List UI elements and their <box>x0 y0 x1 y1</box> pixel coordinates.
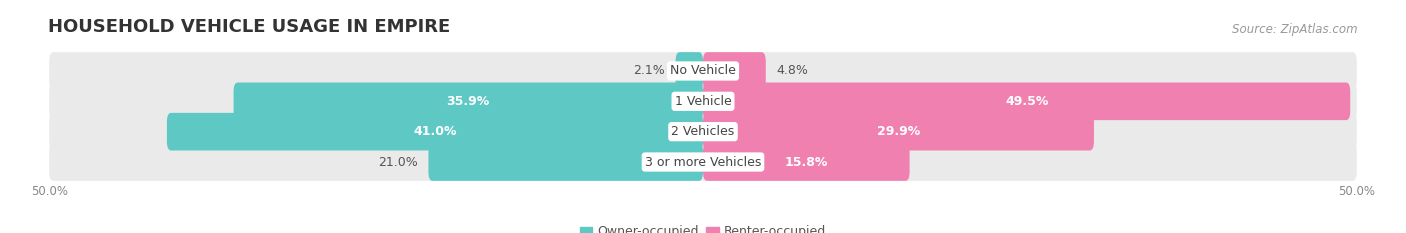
FancyBboxPatch shape <box>49 143 1357 181</box>
FancyBboxPatch shape <box>675 52 703 90</box>
FancyBboxPatch shape <box>703 52 766 90</box>
Text: 4.8%: 4.8% <box>776 65 808 78</box>
Legend: Owner-occupied, Renter-occupied: Owner-occupied, Renter-occupied <box>575 220 831 233</box>
Text: 2.1%: 2.1% <box>633 65 665 78</box>
Text: 3 or more Vehicles: 3 or more Vehicles <box>645 155 761 168</box>
FancyBboxPatch shape <box>167 113 703 151</box>
FancyBboxPatch shape <box>703 113 1094 151</box>
Text: 15.8%: 15.8% <box>785 155 828 168</box>
FancyBboxPatch shape <box>49 82 1357 120</box>
Text: HOUSEHOLD VEHICLE USAGE IN EMPIRE: HOUSEHOLD VEHICLE USAGE IN EMPIRE <box>48 18 450 36</box>
Text: No Vehicle: No Vehicle <box>671 65 735 78</box>
Text: Source: ZipAtlas.com: Source: ZipAtlas.com <box>1233 23 1358 36</box>
FancyBboxPatch shape <box>703 82 1350 120</box>
FancyBboxPatch shape <box>429 143 703 181</box>
Text: 49.5%: 49.5% <box>1005 95 1049 108</box>
Text: 1 Vehicle: 1 Vehicle <box>675 95 731 108</box>
Text: 2 Vehicles: 2 Vehicles <box>672 125 734 138</box>
Text: 21.0%: 21.0% <box>378 155 418 168</box>
FancyBboxPatch shape <box>49 113 1357 151</box>
FancyBboxPatch shape <box>703 143 910 181</box>
Text: 35.9%: 35.9% <box>447 95 489 108</box>
FancyBboxPatch shape <box>49 52 1357 90</box>
Text: 41.0%: 41.0% <box>413 125 457 138</box>
FancyBboxPatch shape <box>233 82 703 120</box>
Text: 29.9%: 29.9% <box>877 125 920 138</box>
